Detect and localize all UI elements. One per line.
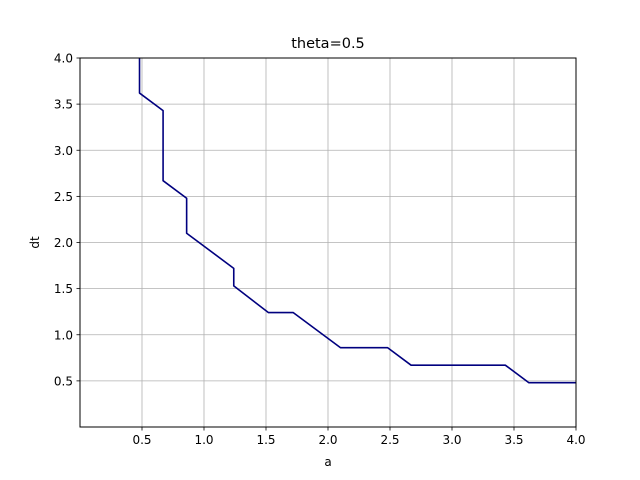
- x-tick-label: 2.0: [318, 433, 337, 447]
- y-tick-label: 2.0: [54, 236, 73, 250]
- y-tick-label: 4.0: [54, 52, 73, 66]
- grid: [80, 58, 576, 427]
- x-axis-label: a: [324, 455, 331, 469]
- series-line-0: [140, 58, 576, 383]
- x-tick-label: 0.5: [132, 433, 151, 447]
- x-tick-label: 4.0: [566, 433, 585, 447]
- y-tick-label: 1.0: [54, 328, 73, 342]
- x-tick-label: 3.0: [442, 433, 461, 447]
- x-tick-label: 1.5: [256, 433, 275, 447]
- y-tick-label: 3.5: [54, 98, 73, 112]
- x-tick-label: 2.5: [380, 433, 399, 447]
- y-axis-label: dt: [28, 236, 42, 249]
- x-tick-label: 3.5: [504, 433, 523, 447]
- chart-title: theta=0.5: [291, 36, 365, 52]
- x-tick-label: 1.0: [194, 433, 213, 447]
- y-tick-label: 1.5: [54, 282, 73, 296]
- y-tick-label: 3.0: [54, 144, 73, 158]
- y-axis: 0.5 1.0 1.5 2.0 2.5 3.0 3.5 4.0: [54, 52, 80, 389]
- x-axis: 0.5 1.0 1.5 2.0 2.5 3.0 3.5 4.0: [132, 427, 585, 447]
- series-layer: [140, 58, 576, 383]
- y-tick-label: 2.5: [54, 190, 73, 204]
- y-tick-label: 0.5: [54, 374, 73, 388]
